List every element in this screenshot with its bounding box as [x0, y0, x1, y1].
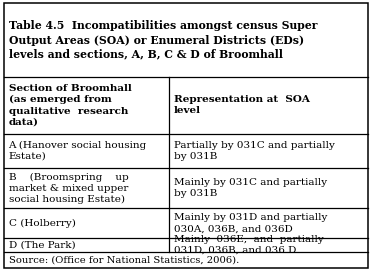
Text: Representation at  SOA
level: Representation at SOA level — [174, 95, 310, 115]
Text: D (The Park): D (The Park) — [9, 240, 75, 249]
Text: Mainly  036E,  and  partially
031D, 036B, and 036 D: Mainly 036E, and partially 031D, 036B, a… — [174, 235, 324, 255]
Text: Mainly by 031C and partially
by 031B: Mainly by 031C and partially by 031B — [174, 178, 327, 198]
Text: Section of Broomhall
(as emerged from
qualitative  research
data): Section of Broomhall (as emerged from qu… — [9, 84, 131, 127]
Text: Table 4.5  Incompatibilities amongst census Super
Output Areas (SOA) or Enumeral: Table 4.5 Incompatibilities amongst cens… — [9, 21, 317, 60]
Text: Partially by 031C and partially
by 031B: Partially by 031C and partially by 031B — [174, 141, 335, 161]
Text: C (Holberry): C (Holberry) — [9, 219, 76, 228]
Text: B    (Broomspring    up
market & mixed upper
social housing Estate): B (Broomspring up market & mixed upper s… — [9, 173, 128, 204]
Text: Mainly by 031D and partially
030A, 036B, and 036D: Mainly by 031D and partially 030A, 036B,… — [174, 213, 327, 233]
Text: A (Hanover social housing
Estate): A (Hanover social housing Estate) — [9, 141, 147, 161]
Text: Source: (Office for National Statistics, 2006).: Source: (Office for National Statistics,… — [9, 255, 239, 264]
